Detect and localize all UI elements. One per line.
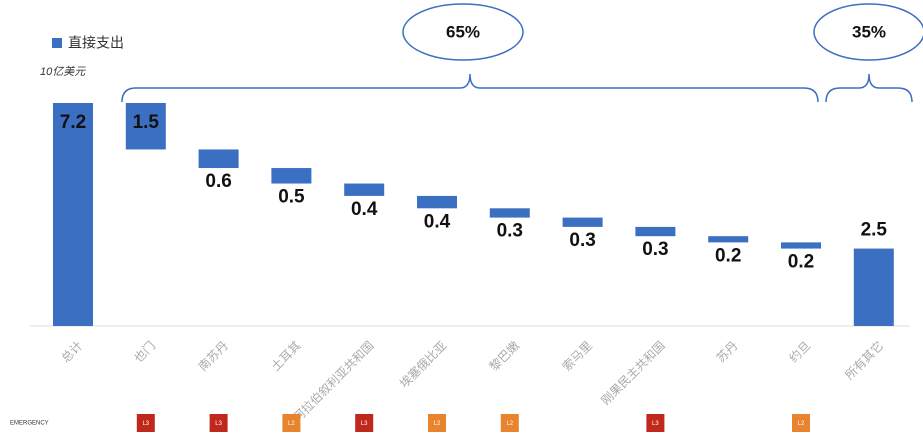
badge-label: L3 xyxy=(652,421,659,427)
share-bubble xyxy=(813,3,923,61)
x-tick-label: 也门 xyxy=(131,338,159,366)
badge xyxy=(355,414,374,432)
bar xyxy=(562,217,603,227)
badge xyxy=(792,414,810,432)
data-label: 0.3 xyxy=(642,239,668,260)
x-tick-label: 黎巴嫩 xyxy=(487,338,522,373)
legend-label: 直接支出 xyxy=(68,35,124,51)
data-label: 0.4 xyxy=(351,199,378,220)
badge-row-label: EMERGENCY xyxy=(10,421,49,427)
share-bubble xyxy=(402,3,524,61)
x-tick-label: 阿拉伯叙利亚共和国 xyxy=(290,338,377,425)
badge xyxy=(646,414,665,432)
x-tick-label: 刚果民主共和国 xyxy=(598,338,667,407)
bar xyxy=(344,183,385,196)
share-label: 35% xyxy=(852,22,886,41)
x-tick-label: 土耳其 xyxy=(268,338,303,373)
bar xyxy=(271,168,312,184)
data-label: 0.3 xyxy=(497,221,523,242)
bracket xyxy=(121,73,819,103)
data-label: 0.4 xyxy=(424,211,451,232)
data-label: 0.3 xyxy=(569,230,595,251)
x-tick-label: 南苏丹 xyxy=(195,338,231,374)
y-label: 10亿美元 xyxy=(40,65,86,78)
data-label: 2.5 xyxy=(861,220,888,241)
bar xyxy=(417,195,457,209)
legend-swatch xyxy=(52,38,62,48)
badge-label: L2 xyxy=(506,421,513,427)
badge-label: L2 xyxy=(434,421,441,427)
badge-label: L3 xyxy=(361,421,368,427)
data-label: 0.6 xyxy=(205,171,231,192)
x-tick-label: 埃塞俄比亚 xyxy=(396,338,449,391)
data-label: 0.2 xyxy=(788,252,814,273)
x-tick-label: 约旦 xyxy=(786,338,814,366)
x-tick-label: 索马里 xyxy=(560,338,595,373)
bar xyxy=(125,103,166,150)
badge-label: L2 xyxy=(288,421,295,427)
share-label: 65% xyxy=(446,22,480,41)
badge xyxy=(282,414,301,432)
data-label: 0.2 xyxy=(715,245,741,266)
badge xyxy=(136,414,155,432)
badge xyxy=(428,414,446,432)
data-label: 7.2 xyxy=(60,112,86,133)
bracket xyxy=(825,73,913,103)
badge-label: L3 xyxy=(215,421,222,427)
badge-label: L2 xyxy=(798,421,805,427)
badge-label: L3 xyxy=(142,421,149,427)
x-tick-label: 总计 xyxy=(58,338,85,365)
data-label: 0.5 xyxy=(278,187,305,208)
bar xyxy=(635,226,676,237)
badge xyxy=(209,414,228,432)
x-tick-label: 苏丹 xyxy=(714,338,741,365)
x-tick-label: 所有其它 xyxy=(842,338,887,383)
bar xyxy=(781,242,821,249)
bar xyxy=(198,149,239,169)
bar xyxy=(489,208,530,218)
bar xyxy=(853,248,894,326)
bar xyxy=(708,236,749,243)
data-label: 1.5 xyxy=(133,112,160,133)
bar xyxy=(53,103,93,326)
badge xyxy=(500,414,519,432)
